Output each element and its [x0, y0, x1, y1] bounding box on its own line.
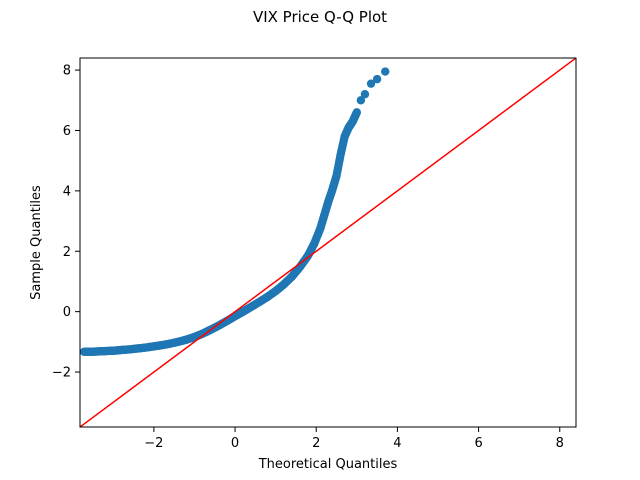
x-tick-label: 2 [312, 436, 320, 451]
data-points [80, 67, 390, 357]
x-tick-label: 0 [231, 436, 239, 451]
y-tick-label: 4 [63, 184, 71, 199]
x-tick-label: −2 [144, 436, 163, 451]
y-tick-label: 6 [63, 124, 71, 139]
y-tick-label: 0 [63, 305, 71, 320]
data-point [352, 108, 362, 117]
y-tick-label: −2 [52, 366, 71, 381]
data-point [360, 90, 370, 99]
x-tick-label: 4 [393, 436, 401, 451]
y-tick-label: 8 [63, 64, 71, 79]
data-point [381, 67, 390, 76]
chart-title: VIX Price Q-Q Plot [253, 8, 387, 26]
x-tick-label: 8 [556, 436, 564, 451]
x-axis-ticks: −2 0 2 4 6 8 [144, 427, 564, 451]
x-axis-label: Theoretical Quantiles [258, 457, 398, 472]
data-point [372, 74, 382, 84]
plot-frame [79, 57, 577, 428]
x-tick-label: 6 [474, 436, 482, 451]
data-point [366, 79, 376, 88]
plot-area [80, 58, 576, 427]
y-axis-label: Sample Quantiles [29, 185, 44, 300]
reference-line [80, 58, 576, 427]
y-tick-label: 2 [63, 245, 71, 260]
y-axis-ticks: −2 0 2 4 6 8 [52, 64, 80, 381]
data-point [356, 96, 366, 105]
